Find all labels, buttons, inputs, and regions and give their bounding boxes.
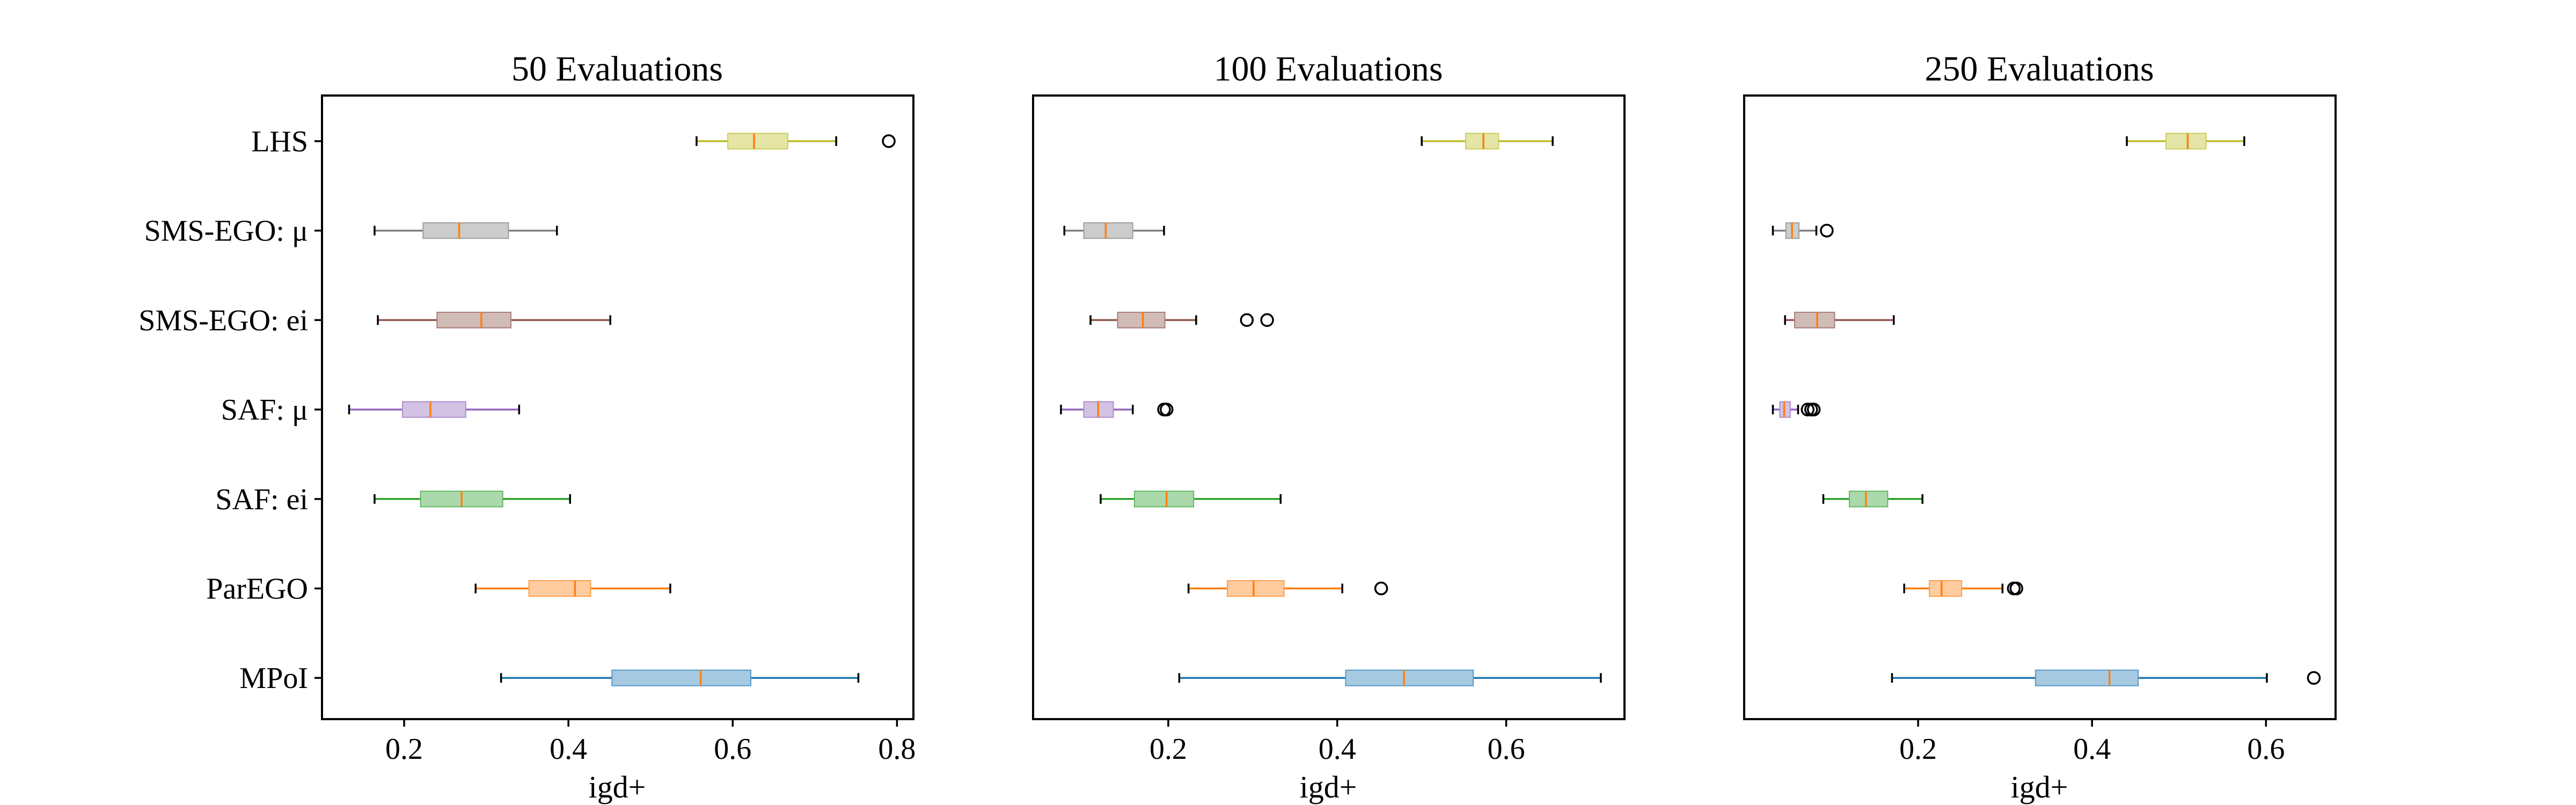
category-label: SAF: μ [221, 393, 308, 427]
outlier-point [1260, 313, 1274, 327]
category-label: MPoI [239, 662, 308, 695]
category-label: SAF: ei [215, 483, 308, 516]
outlier-point [882, 134, 896, 148]
outlier-point [2307, 671, 2321, 685]
iqr-box [2165, 133, 2207, 150]
category-label: LHS [251, 125, 308, 158]
outlier-point [1801, 402, 1815, 416]
iqr-box [1227, 580, 1285, 597]
outlier-point [1374, 581, 1388, 596]
iqr-box [611, 669, 751, 686]
box-sms-ego-ei [1784, 311, 1895, 328]
box-lhs [1421, 133, 1554, 150]
box-parego [1903, 580, 2023, 597]
box-sms-ego [374, 222, 558, 239]
plot-area [1772, 133, 2321, 686]
category-label: ParEGO [206, 573, 308, 606]
panel-title: 250 Evaluations [1924, 49, 2154, 89]
box-saf [1772, 401, 1821, 418]
box-mpoi [1178, 669, 1602, 686]
box-saf [348, 401, 521, 418]
x-axis-label: igd+ [1300, 770, 1357, 804]
iqr-box [401, 401, 466, 418]
iqr-box [1345, 669, 1474, 686]
x-tick-label: 0.4 [1319, 733, 1356, 766]
box-saf-ei [1100, 491, 1282, 508]
box-lhs [696, 133, 896, 150]
category-label: SMS-EGO: ei [138, 304, 308, 337]
x-axis-label: igd+ [2011, 770, 2068, 804]
box-parego [474, 580, 671, 597]
iqr-box [1465, 133, 1499, 150]
box-mpoi [500, 669, 860, 686]
iqr-box [1929, 580, 1963, 597]
box-sms-ego-ei [377, 311, 611, 328]
iqr-box [1133, 491, 1195, 508]
box-mpoi [1891, 669, 2321, 686]
x-tick-label: 0.6 [714, 733, 751, 766]
iqr-box [422, 222, 509, 239]
plot-area [348, 133, 896, 686]
panel-50-evaluations: 50 Evaluations igd+ 0.2 0.4 0.6 0.8 LHS SMS-E… [138, 49, 916, 804]
iqr-box [1794, 311, 1835, 328]
x-tick-label: 0.2 [1899, 733, 1937, 766]
x-tick-label: 0.2 [1150, 733, 1187, 766]
box-saf-ei [374, 491, 571, 508]
panel-title: 50 Evaluations [511, 49, 723, 89]
x-tick-label: 0.4 [550, 733, 587, 766]
axes-frame [321, 94, 914, 720]
panel-title: 100 Evaluations [1213, 49, 1443, 89]
category-label: SMS-EGO: μ [144, 215, 308, 248]
box-sms-ego [1063, 222, 1165, 239]
axes-frame [1032, 94, 1626, 720]
iqr-box [1083, 222, 1133, 239]
outlier-point [1159, 402, 1174, 416]
box-saf-ei [1822, 491, 1923, 508]
outlier-point [1240, 313, 1254, 327]
iqr-box [1849, 491, 1889, 508]
panel-250-evaluations: 250 Evaluations igd+ 0.2 0.4 0.6 [1743, 49, 2337, 804]
box-parego [1187, 580, 1388, 597]
iqr-box [528, 580, 591, 597]
x-tick-label: 0.6 [2247, 733, 2285, 766]
axes-frame [1743, 94, 2337, 720]
x-axis-label: igd+ [589, 770, 646, 804]
panel-100-evaluations: 100 Evaluations igd+ 0.2 0.4 0.6 [1032, 49, 1626, 804]
iqr-box [727, 133, 788, 150]
iqr-box [436, 311, 512, 328]
plot-area [1060, 133, 1602, 686]
outlier-point [2009, 581, 2023, 596]
outlier-point [1820, 223, 1834, 238]
x-tick-label: 0.8 [878, 733, 916, 766]
iqr-box [1117, 311, 1166, 328]
box-sms-ego [1772, 222, 1834, 239]
box-lhs [2126, 133, 2245, 150]
outlier-point [1806, 402, 1821, 416]
x-tick-label: 0.4 [2073, 733, 2111, 766]
box-saf [1060, 401, 1174, 418]
x-tick-label: 0.2 [385, 733, 423, 766]
box-sms-ego-ei [1089, 311, 1274, 328]
iqr-box [2035, 669, 2139, 686]
x-tick-label: 0.6 [1488, 733, 1525, 766]
